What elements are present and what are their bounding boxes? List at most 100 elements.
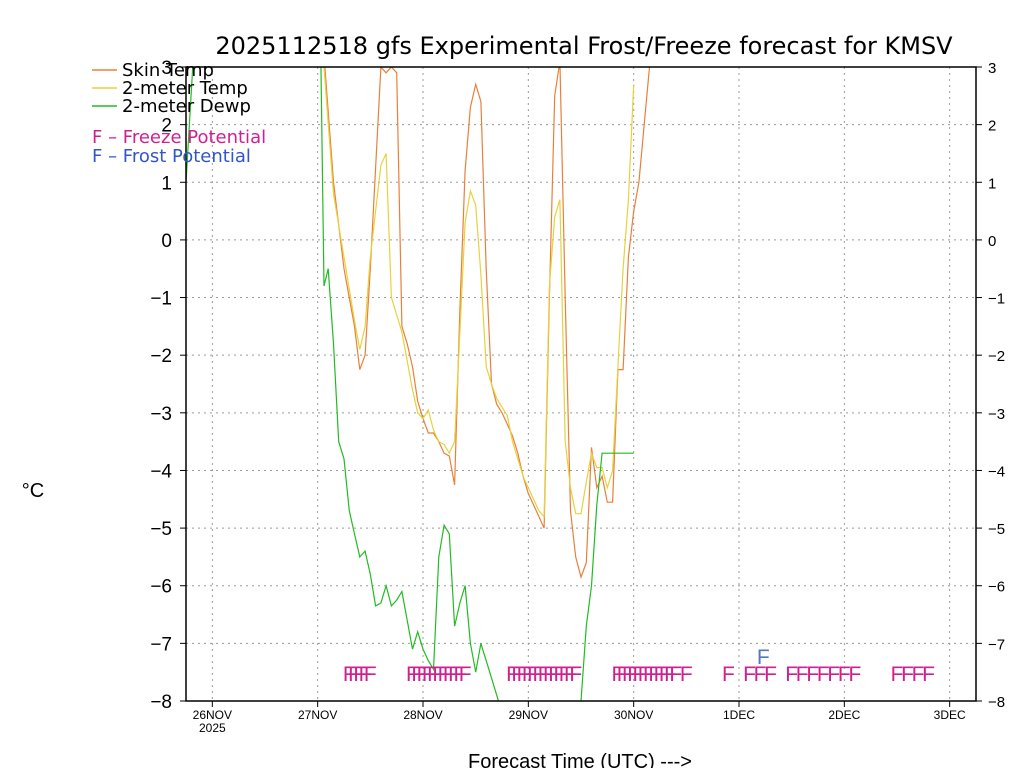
freeze-potential-mark: F xyxy=(522,663,535,686)
freeze-potential-mark: F xyxy=(633,663,646,686)
y-tick-label: 0 xyxy=(161,231,172,252)
freeze-potential-mark: F xyxy=(638,663,651,686)
freeze-potential-mark: F xyxy=(364,663,377,686)
freeze-potential-mark: F xyxy=(617,663,630,686)
freeze-potential-mark: F xyxy=(891,663,904,686)
legend-2m-temp-label: 2-meter Temp xyxy=(122,78,248,99)
plot-frame xyxy=(185,66,977,702)
freeze-potential-mark: F xyxy=(669,663,682,686)
freeze-potential-mark: F xyxy=(611,663,624,686)
freeze-potential-mark: F xyxy=(838,663,851,686)
freeze-potential-mark: F xyxy=(622,663,635,686)
freeze-potential-mark: F xyxy=(527,663,540,686)
y-tick-label-right: 3 xyxy=(988,60,996,77)
freeze-potential-mark: F xyxy=(722,663,735,686)
y-tick-label-right: −1 xyxy=(988,291,1005,308)
y-tick-label: −3 xyxy=(150,404,172,425)
y-tick-label: −2 xyxy=(150,346,172,367)
freeze-potential-mark: F xyxy=(643,663,656,686)
freeze-potential-mark: F xyxy=(511,663,524,686)
x-tick-label: 29NOV xyxy=(509,708,548,722)
y-tick-label-right: 0 xyxy=(988,233,996,250)
freeze-potential-mark: F xyxy=(922,663,935,686)
freeze-potential-mark: F xyxy=(448,663,461,686)
y-tick-label: 1 xyxy=(161,173,172,194)
freeze-potential-mark: F xyxy=(554,663,567,686)
freeze-potential-mark: F xyxy=(532,663,545,686)
freeze-potential-mark: F xyxy=(564,663,577,686)
freeze-potential-mark: F xyxy=(743,663,756,686)
freeze-potential-mark: F xyxy=(453,663,466,686)
freeze-potential-mark: F xyxy=(517,663,530,686)
freeze-potential-mark: F xyxy=(443,663,456,686)
freeze-potential-mark: F xyxy=(459,663,472,686)
frost-potential-mark: F xyxy=(757,646,770,669)
x-tick-label: 27NOV xyxy=(298,708,337,722)
series-line-2-meter-temp xyxy=(323,67,635,519)
freeze-potential-mark: F xyxy=(432,663,445,686)
x-axis-label: Forecast Time (UTC) ---> xyxy=(468,751,692,768)
freeze-potential-mark: F xyxy=(438,663,451,686)
freeze-potential-mark: F xyxy=(654,663,667,686)
freeze-potential-mark: F xyxy=(680,663,693,686)
freeze-potential-mark: F xyxy=(627,663,640,686)
x-tick-label: 28NOV xyxy=(403,708,442,722)
series-line-skin-temp xyxy=(324,67,651,580)
series-lines xyxy=(186,67,651,701)
x-tick-label: 3DEC xyxy=(934,708,966,722)
y-tick-label-right: −2 xyxy=(988,348,1005,365)
freeze-potential-mark: F xyxy=(569,663,582,686)
x-tick-label: 26NOV xyxy=(193,708,232,722)
y-axis-label: °C xyxy=(22,480,44,502)
freeze-potential-mark: F xyxy=(506,663,519,686)
freeze-potential-mark: F xyxy=(827,663,840,686)
x-tick-sublabel: 2025 xyxy=(199,721,226,735)
y-tick-label-right: 1 xyxy=(988,175,996,192)
freeze-potential-mark: F xyxy=(664,663,677,686)
legend-skin-temp-label: Skin Temp xyxy=(122,60,214,81)
chart-title: 2025112518 gfs Experimental Frost/Freeze… xyxy=(215,32,953,60)
freeze-potential-mark: F xyxy=(848,663,861,686)
freeze-potential-mark: F xyxy=(659,663,672,686)
freeze-potential-mark: F xyxy=(411,663,424,686)
freeze-potential-mark: F xyxy=(901,663,914,686)
y-tick-label-right: −3 xyxy=(988,406,1005,423)
freeze-potential-mark: F xyxy=(343,663,356,686)
freeze-potential-mark: F xyxy=(359,663,372,686)
y-tick-label-right: −8 xyxy=(988,694,1005,711)
freeze-potential-mark: F xyxy=(548,663,561,686)
series-line-2-meter-dewp xyxy=(186,67,634,701)
y-tick-label-right: −6 xyxy=(988,579,1005,596)
y-tick-label: −5 xyxy=(150,519,172,540)
freeze-potential-mark: F xyxy=(785,663,798,686)
y-axis: 3 3 2 2 1 1 0 0 −1 −1 −2 −2 −3 −3 −4 −4 −5 −5 −6 −6 −7 −7 −8 −8 xyxy=(150,58,1005,713)
y-tick-label: −4 xyxy=(150,461,172,482)
freeze-potential-mark: F xyxy=(353,663,366,686)
grid-lines xyxy=(186,67,976,701)
y-tick-label: 2 xyxy=(161,116,172,137)
y-tick-label-right: −5 xyxy=(988,521,1005,538)
legend-2m-dewp-label: 2-meter Dewp xyxy=(122,96,251,117)
freeze-potential-mark: F xyxy=(912,663,925,686)
freeze-potential-mark: F xyxy=(648,663,661,686)
freeze-potential-mark: F xyxy=(806,663,819,686)
legend-frost-potential-label: F – Frost Potential xyxy=(92,146,251,167)
freeze-potential-mark: F xyxy=(422,663,435,686)
freeze-potential-mark: F xyxy=(406,663,419,686)
freeze-potential-mark: F xyxy=(817,663,830,686)
freeze-potential-mark: F xyxy=(348,663,361,686)
freeze-potential-mark: F xyxy=(754,663,767,686)
y-tick-label: 3 xyxy=(161,58,172,79)
freeze-potential-mark: F xyxy=(543,663,556,686)
y-tick-label-right: −4 xyxy=(988,463,1005,480)
y-tick-label: −8 xyxy=(150,692,172,713)
freeze-potential-mark: F xyxy=(427,663,440,686)
y-tick-label-right: −7 xyxy=(988,636,1005,653)
freeze-potential-mark: F xyxy=(417,663,430,686)
legend-freeze-potential-label: F – Freeze Potential xyxy=(92,127,266,148)
y-tick-label: −1 xyxy=(150,289,172,310)
